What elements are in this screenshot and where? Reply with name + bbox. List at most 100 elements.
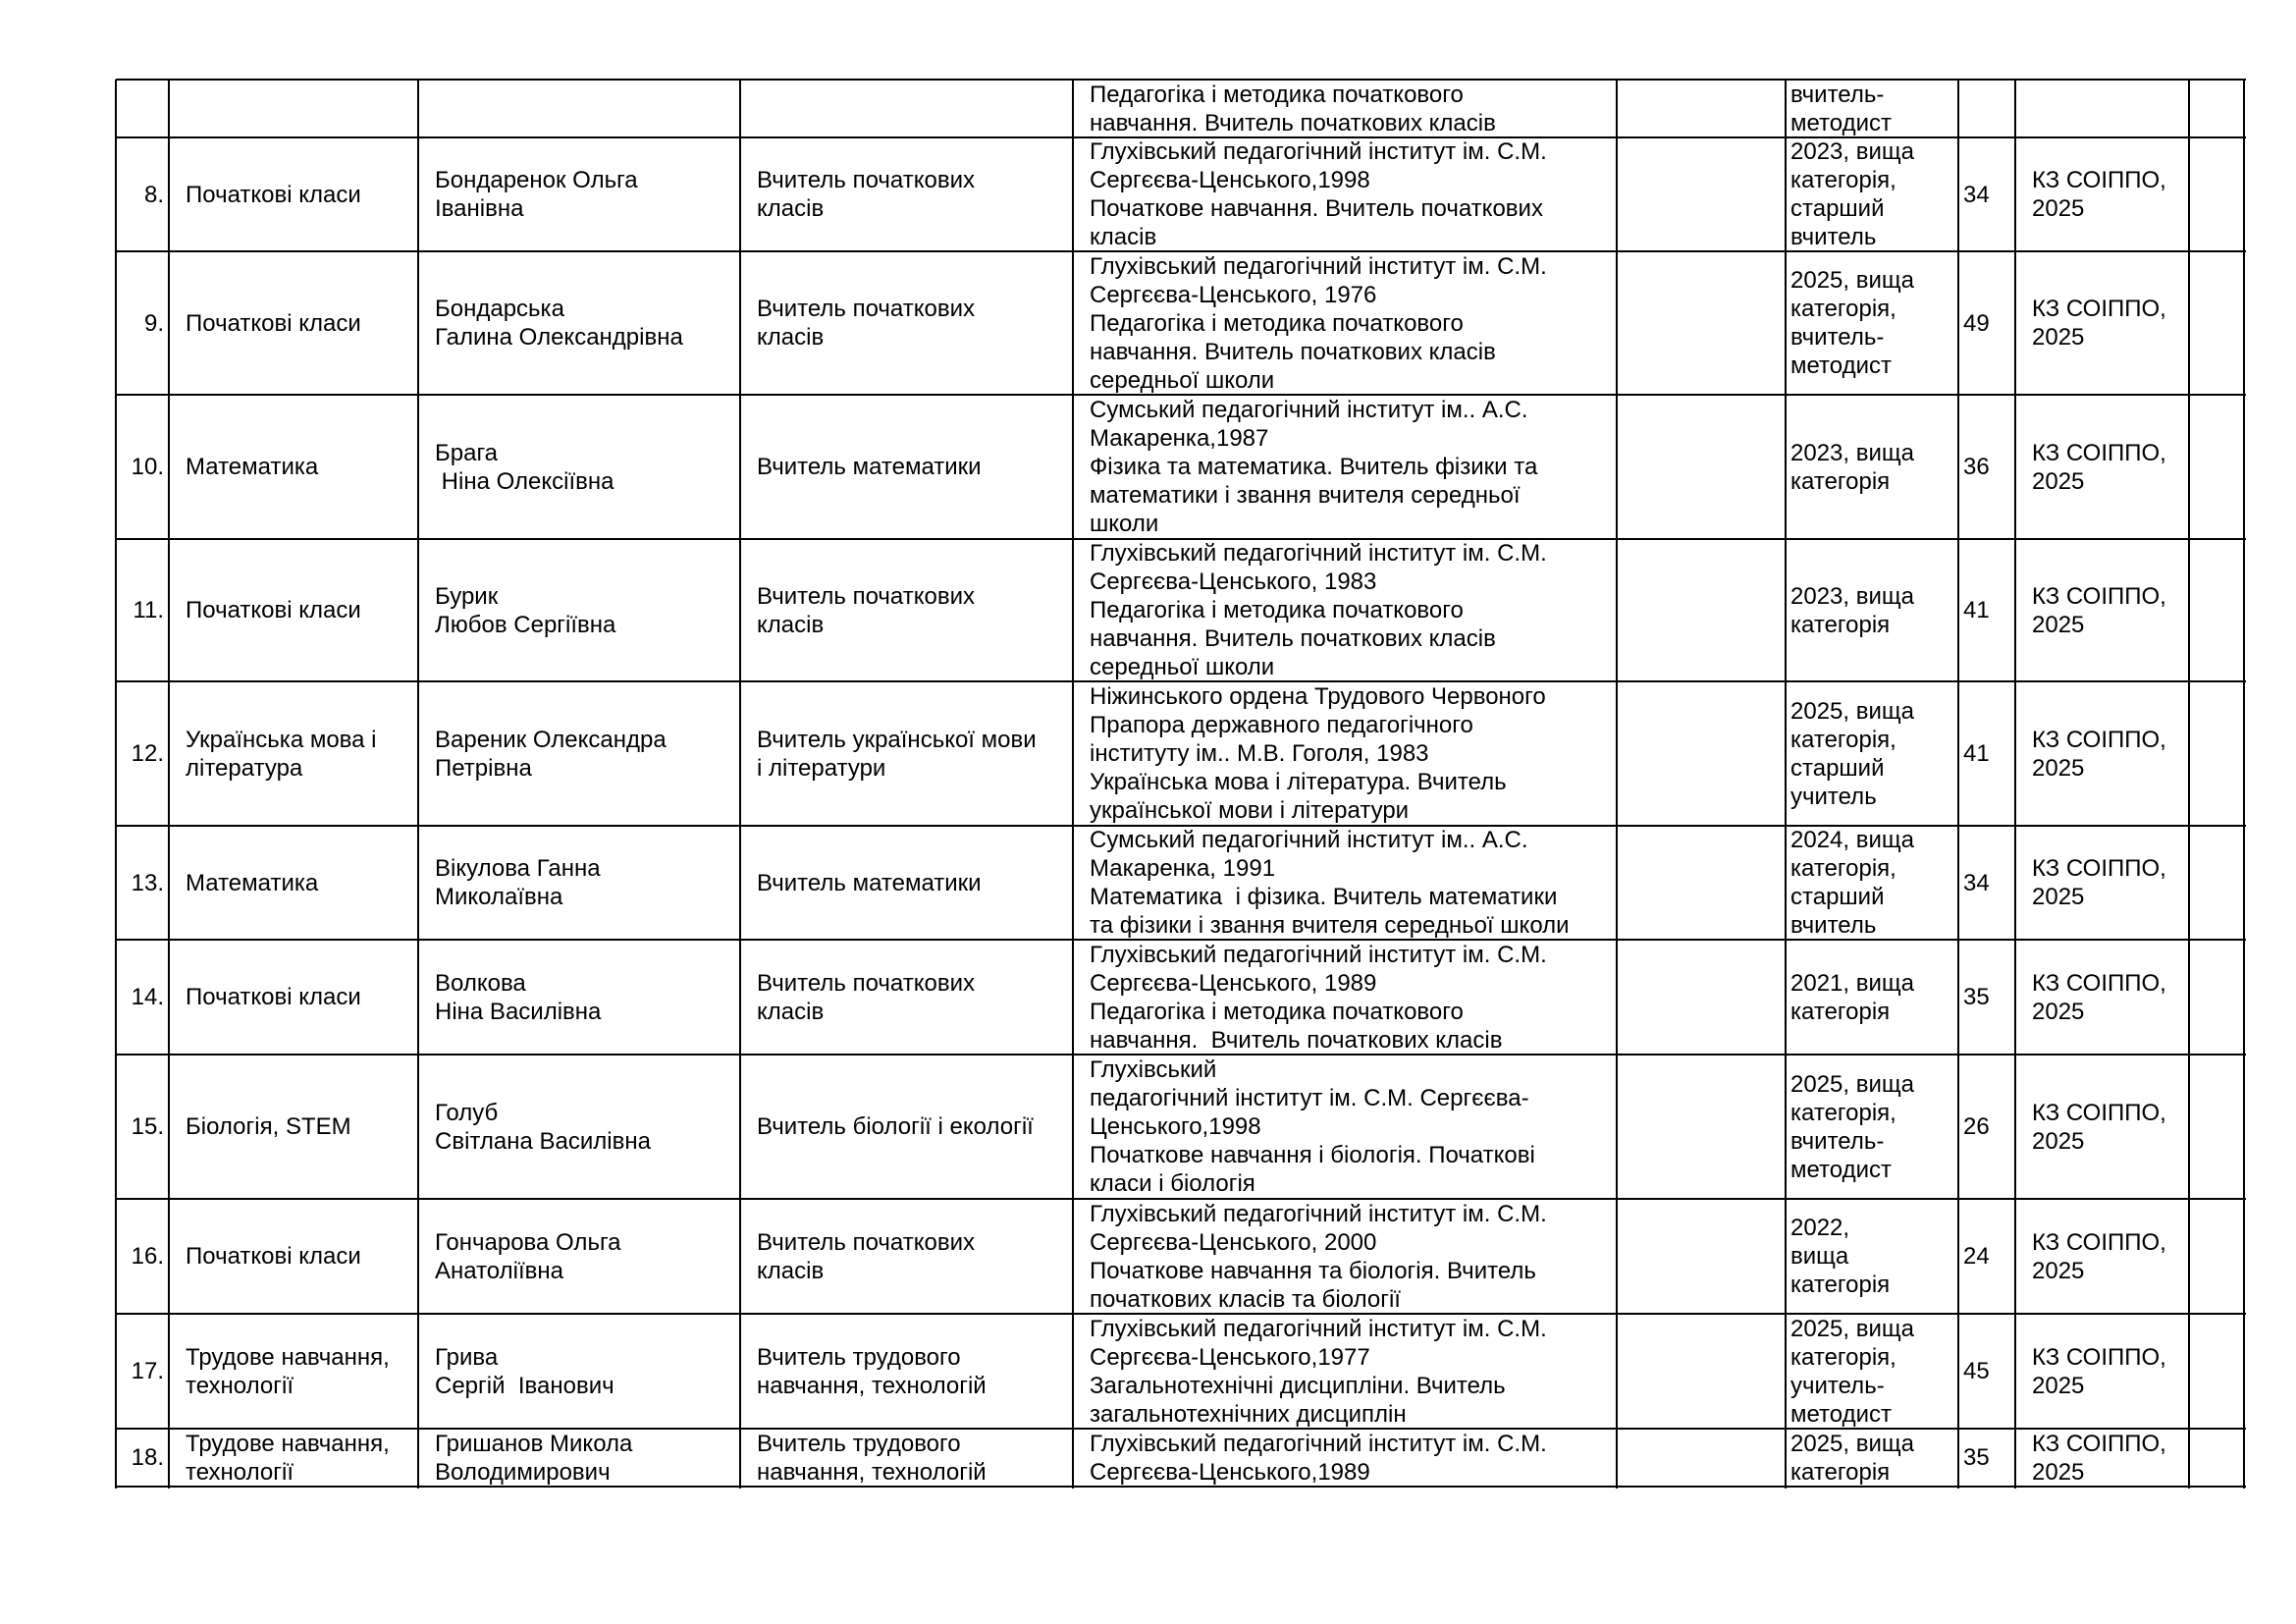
num-cell: 17. (117, 1315, 168, 1428)
subject-text: технології (186, 1458, 294, 1486)
education-text: Сумський педагогічний інститут ім.. А.С. (1090, 397, 1528, 423)
name-text: Грива (435, 1343, 499, 1371)
course-text: 2025 (2032, 998, 2085, 1025)
column-border (1785, 80, 1787, 1489)
num-text: 9. (143, 309, 164, 337)
category-text: старший (1790, 195, 1885, 222)
course-text: 2025 (2032, 1257, 2085, 1284)
position-text: Вчитель трудового (757, 1343, 961, 1371)
education-cell: Глухівський педагогічний інститут ім. С.… (1074, 540, 1616, 680)
subject-cell: Трудове навчання, технології (170, 1430, 417, 1486)
education-text: класи і біологія (1090, 1170, 1255, 1197)
row-border (116, 538, 2246, 540)
category-text: вчитель (1790, 224, 1877, 250)
subject-text: Початкові класи (186, 597, 361, 623)
education-text: Фізика та математика. Вчитель фізики та (1090, 454, 1538, 480)
name-text: Миколаївна (435, 884, 563, 910)
position-cell: Вчитель трудового навчання, технологій (741, 1315, 1072, 1428)
subject-cell: Початкові класи (170, 1200, 417, 1313)
education-text: школи (1090, 511, 1159, 537)
category-text: категорія (1790, 611, 1891, 638)
name-text: Голуб (435, 1099, 499, 1126)
education-cell: Глухівський педагогічний інститут ім. С.М… (1074, 1056, 1616, 1198)
name-text: Іванівна (435, 195, 524, 222)
education-text: Макаренка, 1991 (1090, 855, 1276, 882)
course-text: 2025 (2032, 1127, 2085, 1155)
num-cell: 16. (117, 1200, 168, 1313)
course-cell: КЗ СОІППО, 2025 (2016, 1200, 2188, 1313)
course-text: КЗ СОІППО, (2032, 855, 2166, 882)
subject-cell: Початкові класи (170, 252, 417, 394)
position-text: Вчитель трудового (757, 1430, 961, 1457)
subject-text: Початкові класи (186, 309, 361, 337)
course-cell: КЗ СОІППО, 2025 (2016, 941, 2188, 1054)
experience-text: 36 (1963, 454, 1990, 480)
name-text: Анатоліївна (435, 1257, 563, 1284)
education-cell: Педагогіка і методика початкового навчанн… (1074, 81, 1616, 136)
category-cell: 2023, вища категорія (1787, 540, 1957, 680)
course-text: КЗ СОІППО, (2032, 1228, 2166, 1256)
subject-text: Трудове навчання, (186, 1343, 390, 1371)
course-text: КЗ СОІППО, (2032, 969, 2166, 997)
category-cell: 2025, вища категорія, старший учитель (1787, 682, 1957, 825)
category-cell: 2025, вища категорія, учитель-методист (1787, 1315, 1957, 1428)
num-cell: 11. (117, 540, 168, 680)
name-text: Волкова (435, 969, 526, 997)
num-cell: 18. (117, 1430, 168, 1486)
subject-text: технології (186, 1372, 294, 1399)
name-cell: Бурик Любов Сергіївна (419, 540, 739, 680)
category-cell: 2025, вища категорія (1787, 1430, 1957, 1486)
category-text: категорія (1790, 467, 1891, 495)
subject-cell: Початкові класи (170, 138, 417, 250)
experience-text: 41 (1963, 597, 1990, 623)
experience-text: 34 (1963, 869, 1990, 896)
row-border (116, 394, 2246, 396)
num-text: 18. (131, 1444, 164, 1471)
name-cell: Гончарова Ольга Анатоліївна (419, 1200, 739, 1313)
position-cell: Вчитель початкових класів (741, 1200, 1072, 1313)
category-text: методист (1790, 1156, 1892, 1183)
category-cell: 2025, вища категорія, вчитель-методист (1787, 1056, 1957, 1198)
education-cell: Ніжинського ордена Трудового Червоного Пр… (1074, 682, 1616, 825)
num-cell: 9. (117, 252, 168, 394)
name-cell: Бондаренок Ольга Іванівна (419, 138, 739, 250)
num-cell: 14. (117, 941, 168, 1054)
category-text: 2025, вища (1790, 267, 1914, 294)
name-text: Володимирович (435, 1458, 611, 1486)
subject-cell: Трудове навчання, технології (170, 1315, 417, 1428)
name-cell: Волкова Ніна Василівна (419, 941, 739, 1054)
course-text: 2025 (2032, 195, 2085, 222)
category-text: 2024, вища (1790, 827, 1914, 853)
column-border (168, 80, 170, 1489)
experience-cell: 41 (1959, 682, 2014, 825)
course-cell: КЗ СОІППО, 2025 (2016, 396, 2188, 538)
education-cell: Глухівський педагогічний інститут ім. С.… (1074, 1315, 1616, 1428)
name-text: Вареник Олександра (435, 726, 667, 753)
education-text: Глухівський педагогічний інститут ім. С.… (1090, 1200, 1547, 1227)
position-text: Вчитель математики (757, 454, 982, 480)
course-text: КЗ СОІППО, (2032, 439, 2166, 466)
name-text: Любов Сергіївна (435, 611, 616, 638)
course-text: КЗ СОІППО, (2032, 296, 2166, 322)
course-text: 2025 (2032, 324, 2085, 351)
education-text: Математика і фізика. Вчитель математики (1090, 884, 1558, 910)
subject-cell: Математика (170, 827, 417, 939)
education-text: Педагогіка і методика початкового (1090, 597, 1464, 623)
subject-text: Українська мова і (186, 726, 377, 753)
name-cell: Гришанов Микола Володимирович (419, 1430, 739, 1486)
education-cell: Сумський педагогічний інститут ім.. А.С.… (1074, 827, 1616, 939)
education-cell: Глухівський педагогічний інститут ім. С.… (1074, 1200, 1616, 1313)
education-text: Сергєєва-Ценського, 2000 (1090, 1228, 1377, 1256)
education-text: Глухівський педагогічний інститут ім. С.… (1090, 1315, 1547, 1342)
num-text: 13. (131, 869, 164, 896)
position-cell: Вчитель математики (741, 396, 1072, 538)
course-text: 2025 (2032, 754, 2085, 782)
position-text: класів (757, 195, 825, 222)
position-cell: Вчитель трудового навчання, технологій (741, 1430, 1072, 1486)
education-text: Макаренка,1987 (1090, 425, 1269, 452)
category-text: 2025, вища (1790, 697, 1914, 725)
position-text: класів (757, 1257, 825, 1284)
row-border (116, 250, 2246, 252)
category-cell: 2023, вища категорія, старший вчитель (1787, 138, 1957, 250)
position-cell: Вчитель математики (741, 827, 1072, 939)
